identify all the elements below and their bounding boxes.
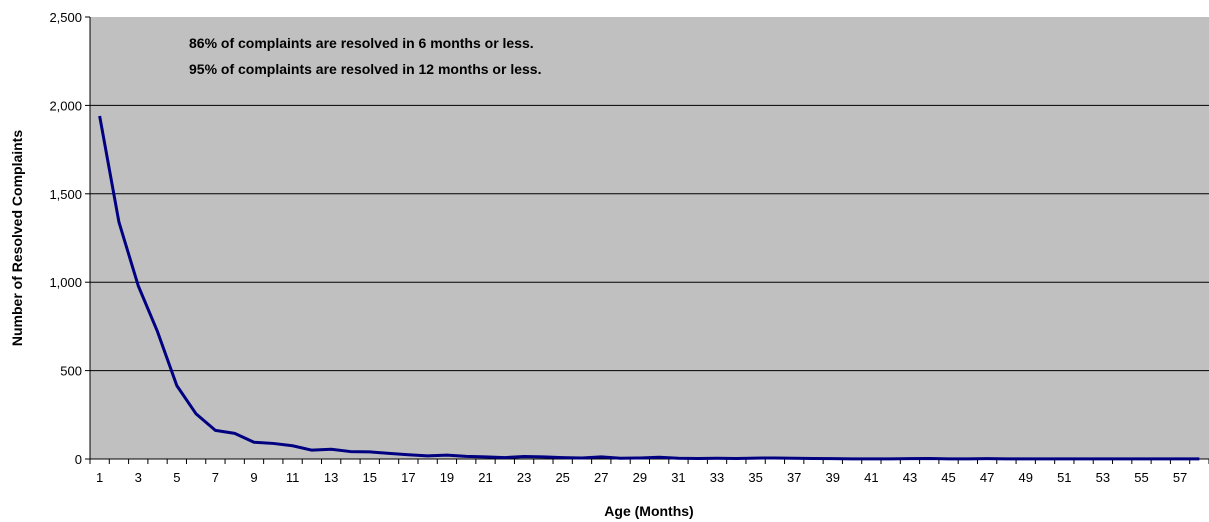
x-tick-label: 21 <box>478 470 492 485</box>
x-tick-label: 5 <box>173 470 180 485</box>
x-axis-title: Age (Months) <box>604 503 693 519</box>
y-tick-label: 2,000 <box>49 98 82 113</box>
x-axis: 1 3 5 7 9 11 13 15 17 19 21 23 25 27 29 31 33 35 37 39 41 43 4… <box>89 458 1209 485</box>
annotation-line-2: 95% of complaints are resolved in 12 mon… <box>189 61 541 77</box>
x-tick-label: 17 <box>401 470 415 485</box>
series-line <box>98 115 1200 461</box>
x-tick-label: 19 <box>440 470 454 485</box>
x-tick-label: 7 <box>212 470 219 485</box>
x-tick-label: 33 <box>710 470 724 485</box>
x-tick-label: 41 <box>864 470 878 485</box>
y-tick-label: 1,500 <box>49 187 82 202</box>
y-tick-label: 1,000 <box>49 275 82 290</box>
x-tick-label: 53 <box>1096 470 1110 485</box>
x-tick-label: 43 <box>903 470 917 485</box>
x-tick-label: 55 <box>1134 470 1148 485</box>
y-axis: 0 500 1,000 1,500 2,000 2,500 <box>49 10 91 467</box>
plot-area <box>90 17 1209 459</box>
x-tick-label: 57 <box>1173 470 1187 485</box>
x-tick-label: 39 <box>826 470 840 485</box>
x-tick-label: 45 <box>941 470 955 485</box>
x-tick-label: 3 <box>135 470 142 485</box>
x-tick-label: 37 <box>787 470 801 485</box>
x-tick-label: 11 <box>286 470 300 485</box>
grid-lines <box>90 104 1209 372</box>
x-tick-label: 13 <box>324 470 338 485</box>
x-tick-label: 49 <box>1018 470 1032 485</box>
y-tick-label: 500 <box>60 364 82 379</box>
x-tick-label: 47 <box>980 470 994 485</box>
x-tick-label: 15 <box>363 470 377 485</box>
x-tick-label: 35 <box>748 470 762 485</box>
x-tick-label: 25 <box>555 470 569 485</box>
x-tick-label: 51 <box>1057 470 1071 485</box>
y-axis-title: Number of Resolved Complaints <box>9 130 25 346</box>
x-tick-label: 9 <box>250 470 257 485</box>
y-tick-label: 2,500 <box>49 10 82 25</box>
x-tick-label: 29 <box>633 470 647 485</box>
y-tick-label: 0 <box>75 452 82 467</box>
x-tick-label: 27 <box>594 470 608 485</box>
annotation-line-1: 86% of complaints are resolved in 6 mont… <box>189 35 534 51</box>
x-tick-label: 31 <box>671 470 685 485</box>
x-tick-label: 1 <box>96 470 103 485</box>
x-tick-label: 23 <box>517 470 531 485</box>
